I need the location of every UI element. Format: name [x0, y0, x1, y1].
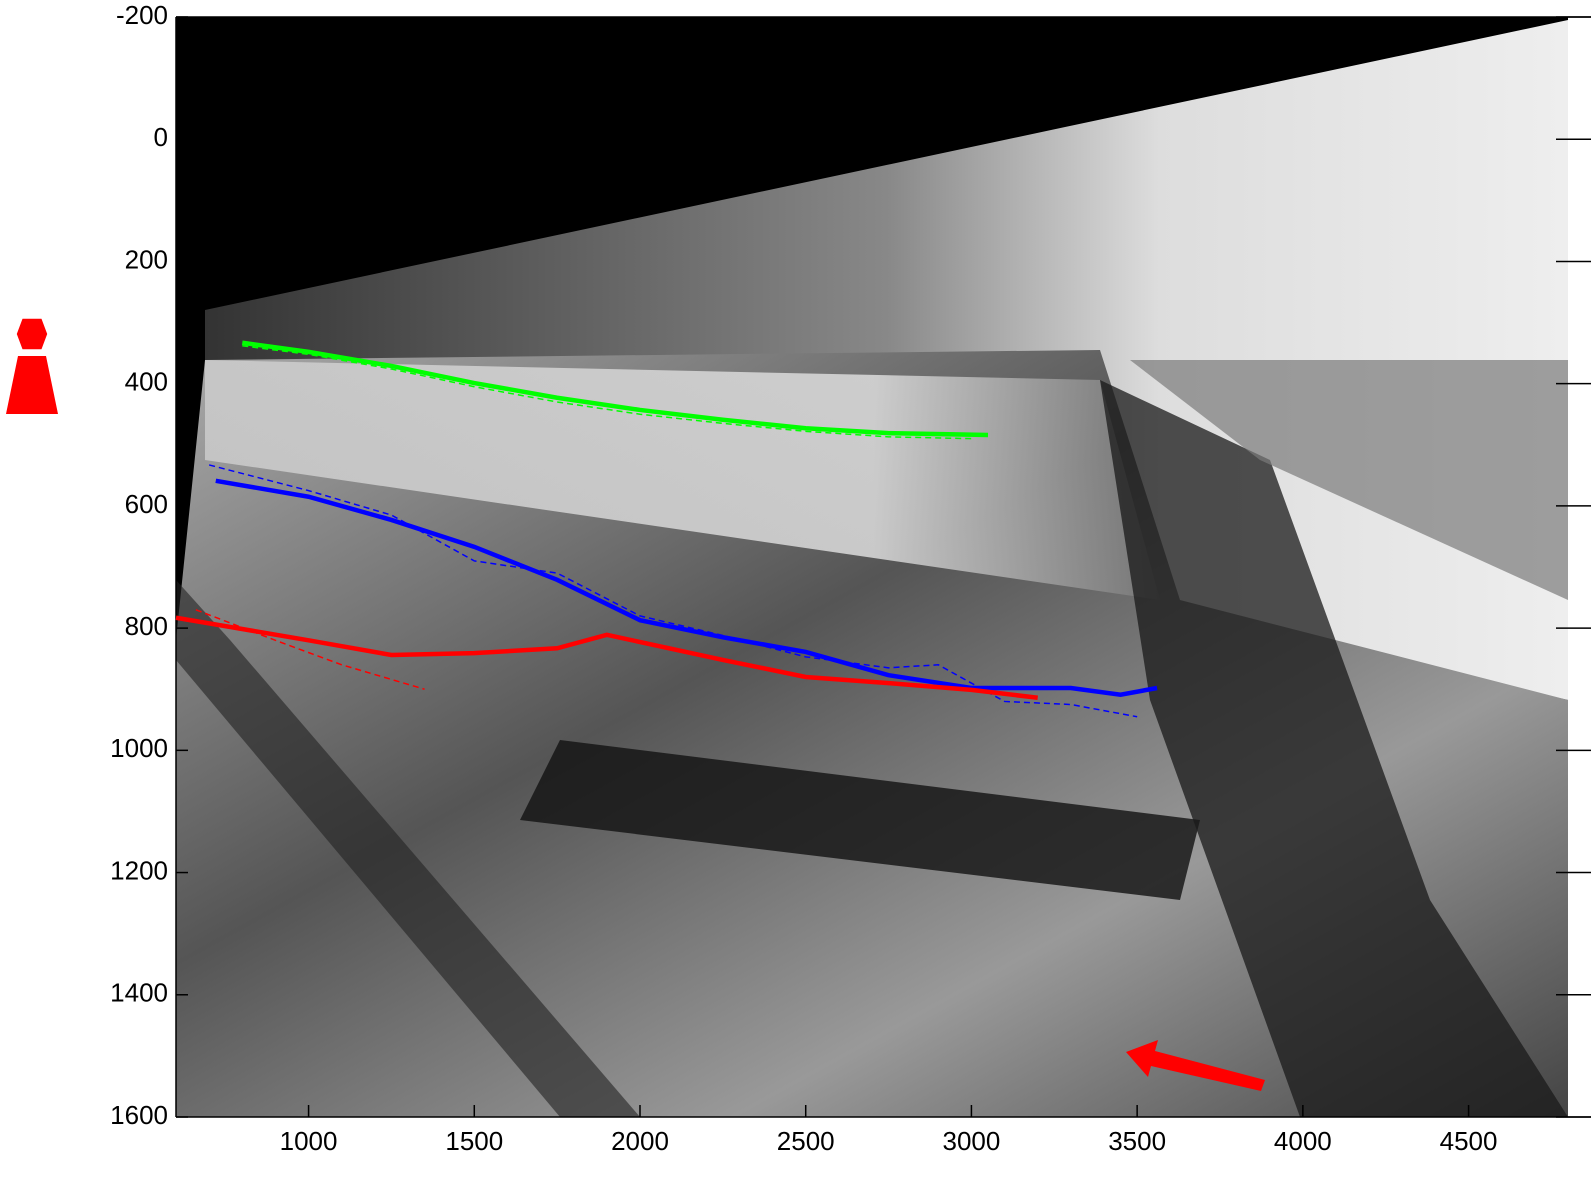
x-tick-label: 1500: [445, 1126, 503, 1156]
x-tick-label: 2000: [611, 1126, 669, 1156]
y-tick-label: 800: [125, 611, 168, 641]
y-tick-label: 1600: [110, 1100, 168, 1130]
dashed-line: [208, 464, 1138, 718]
dashed-line: [242, 345, 972, 440]
y-tick-label: 600: [125, 489, 168, 519]
x-tick-label: 3500: [1108, 1126, 1166, 1156]
image-background: [176, 17, 1568, 1117]
plot-lines: [175, 340, 1158, 718]
y-tick-label: 200: [125, 244, 168, 274]
x-tick-label: 1000: [280, 1126, 338, 1156]
line: [241, 340, 989, 438]
x-tick-label: 3000: [943, 1126, 1001, 1156]
marker-icon: [6, 317, 58, 414]
y-tick-label: 400: [125, 367, 168, 397]
x-tick-label: 4000: [1274, 1126, 1332, 1156]
red-arrow: [1126, 1040, 1265, 1091]
x-tick-label: 2500: [777, 1126, 835, 1156]
y-tick-label: 1000: [110, 733, 168, 763]
y-tick-label: -200: [116, 0, 168, 30]
x-tick-label: 4500: [1440, 1126, 1498, 1156]
line: [175, 615, 1038, 701]
y-tick-label: 1400: [110, 978, 168, 1008]
line: [215, 478, 1158, 697]
y-tick-label: 1200: [110, 855, 168, 885]
y-tick-label: 0: [154, 122, 168, 152]
dashed-line: [195, 609, 425, 690]
